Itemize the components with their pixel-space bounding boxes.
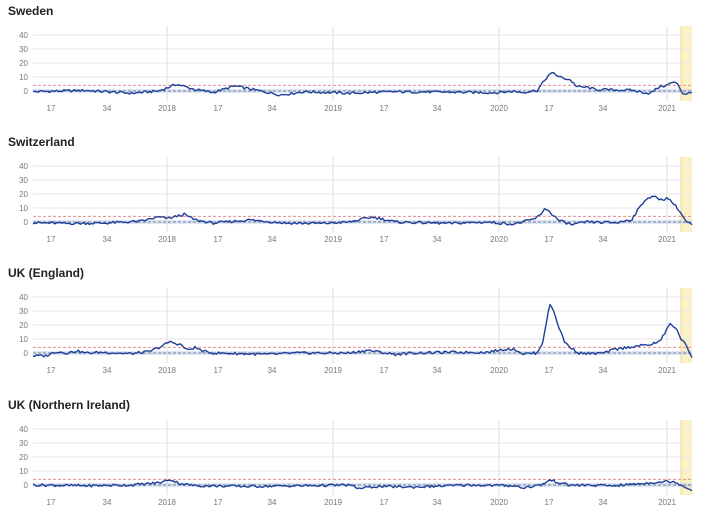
x-tick-label: 34 <box>599 366 608 375</box>
x-tick-label: 17 <box>214 498 223 507</box>
x-tick-label: 17 <box>545 366 554 375</box>
panel-title-switzerland: Switzerland <box>8 135 75 149</box>
x-tick-label: 17 <box>545 104 554 113</box>
x-tick-label: 17 <box>47 235 56 244</box>
y-tick-label: 10 <box>19 467 28 476</box>
y-tick-label: 30 <box>19 439 28 448</box>
x-tick-label: 2021 <box>658 104 676 113</box>
y-tick-label: 10 <box>19 204 28 213</box>
baseline-band <box>33 219 692 225</box>
x-tick-label: 17 <box>214 104 223 113</box>
x-tick-label: 2020 <box>490 366 508 375</box>
x-tick-label: 34 <box>599 498 608 507</box>
x-tick-label: 34 <box>599 104 608 113</box>
x-tick-label: 34 <box>103 366 112 375</box>
series-line <box>32 71 693 97</box>
y-tick-label: 20 <box>19 59 28 68</box>
x-tick-label: 17 <box>47 104 56 113</box>
x-tick-label: 34 <box>103 235 112 244</box>
y-tick-label: 40 <box>19 293 28 302</box>
x-tick-label: 17 <box>380 366 389 375</box>
y-tick-label: 0 <box>24 87 29 96</box>
x-tick-label: 34 <box>268 366 277 375</box>
y-tick-label: 40 <box>19 31 28 40</box>
baseline-band <box>33 350 692 356</box>
x-tick-label: 2020 <box>490 104 508 113</box>
x-tick-label: 2020 <box>490 235 508 244</box>
x-tick-label: 17 <box>380 104 389 113</box>
x-tick-label: 34 <box>433 498 442 507</box>
x-tick-label: 2018 <box>158 366 176 375</box>
x-tick-label: 34 <box>433 235 442 244</box>
x-tick-label: 2019 <box>324 498 342 507</box>
x-tick-label: 2018 <box>158 235 176 244</box>
x-tick-label: 17 <box>47 366 56 375</box>
x-tick-label: 17 <box>545 498 554 507</box>
panel-title-uk-england: UK (England) <box>8 266 84 280</box>
x-tick-label: 17 <box>380 498 389 507</box>
y-tick-label: 20 <box>19 321 28 330</box>
y-tick-label: 20 <box>19 453 28 462</box>
series-line <box>32 303 693 358</box>
x-tick-label: 17 <box>380 235 389 244</box>
x-tick-label: 2021 <box>658 366 676 375</box>
panel-title-uk-northern-ireland: UK (Northern Ireland) <box>8 398 131 412</box>
x-tick-label: 34 <box>433 366 442 375</box>
x-tick-label: 2020 <box>490 498 508 507</box>
x-tick-label: 17 <box>47 498 56 507</box>
x-tick-label: 34 <box>599 235 608 244</box>
y-tick-label: 30 <box>19 176 28 185</box>
y-tick-label: 0 <box>24 349 29 358</box>
panel-title-sweden: Sweden <box>8 4 54 18</box>
x-tick-label: 34 <box>103 104 112 113</box>
y-tick-label: 30 <box>19 45 28 54</box>
y-tick-label: 30 <box>19 307 28 316</box>
x-tick-label: 2019 <box>324 366 342 375</box>
x-tick-label: 34 <box>103 498 112 507</box>
y-tick-label: 40 <box>19 162 28 171</box>
x-tick-label: 34 <box>268 498 277 507</box>
y-tick-label: 0 <box>24 481 29 490</box>
x-tick-label: 34 <box>268 104 277 113</box>
series-line <box>32 479 693 492</box>
x-tick-label: 17 <box>214 366 223 375</box>
baseline-band <box>33 482 692 488</box>
x-tick-label: 2019 <box>324 104 342 113</box>
baseline-band <box>33 88 692 94</box>
y-tick-label: 20 <box>19 190 28 199</box>
x-tick-label: 2021 <box>658 498 676 507</box>
x-tick-label: 2018 <box>158 104 176 113</box>
x-tick-label: 2018 <box>158 498 176 507</box>
x-tick-label: 2021 <box>658 235 676 244</box>
y-tick-label: 40 <box>19 425 28 434</box>
series-line <box>32 195 693 226</box>
x-tick-label: 17 <box>214 235 223 244</box>
y-tick-label: 0 <box>24 218 29 227</box>
y-tick-label: 10 <box>19 335 28 344</box>
x-tick-label: 2019 <box>324 235 342 244</box>
y-tick-label: 10 <box>19 73 28 82</box>
x-tick-label: 17 <box>545 235 554 244</box>
x-tick-label: 34 <box>268 235 277 244</box>
x-tick-label: 34 <box>433 104 442 113</box>
